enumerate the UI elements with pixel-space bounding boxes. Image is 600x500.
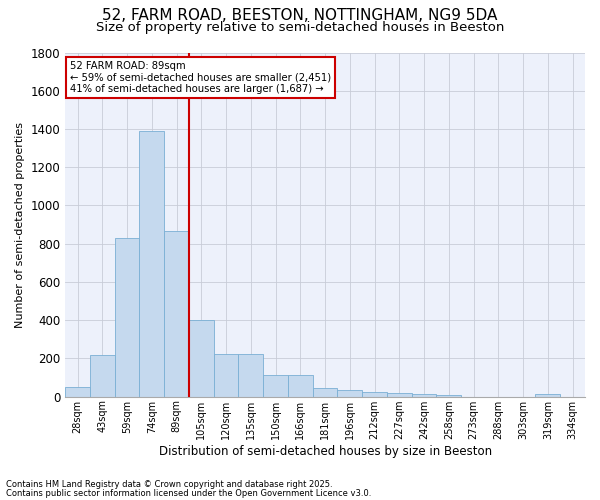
Bar [313,388,337,396]
Bar [65,387,90,396]
Bar [214,354,238,397]
Y-axis label: Number of semi-detached properties: Number of semi-detached properties [15,122,25,328]
Bar [90,354,115,397]
Bar [288,374,313,396]
Bar [189,320,214,396]
Bar [263,374,288,396]
Bar [164,232,189,396]
X-axis label: Distribution of semi-detached houses by size in Beeston: Distribution of semi-detached houses by … [158,444,491,458]
Bar [238,354,263,397]
Text: Contains HM Land Registry data © Crown copyright and database right 2025.: Contains HM Land Registry data © Crown c… [6,480,332,489]
Bar [412,394,436,396]
Bar [115,238,139,396]
Text: Contains public sector information licensed under the Open Government Licence v3: Contains public sector information licen… [6,488,371,498]
Bar [535,394,560,396]
Text: Size of property relative to semi-detached houses in Beeston: Size of property relative to semi-detach… [96,21,504,34]
Bar [362,392,387,396]
Text: 52, FARM ROAD, BEESTON, NOTTINGHAM, NG9 5DA: 52, FARM ROAD, BEESTON, NOTTINGHAM, NG9 … [103,8,497,22]
Bar [436,395,461,396]
Bar [139,131,164,396]
Bar [337,390,362,396]
Bar [387,393,412,396]
Text: 52 FARM ROAD: 89sqm
← 59% of semi-detached houses are smaller (2,451)
41% of sem: 52 FARM ROAD: 89sqm ← 59% of semi-detach… [70,61,331,94]
